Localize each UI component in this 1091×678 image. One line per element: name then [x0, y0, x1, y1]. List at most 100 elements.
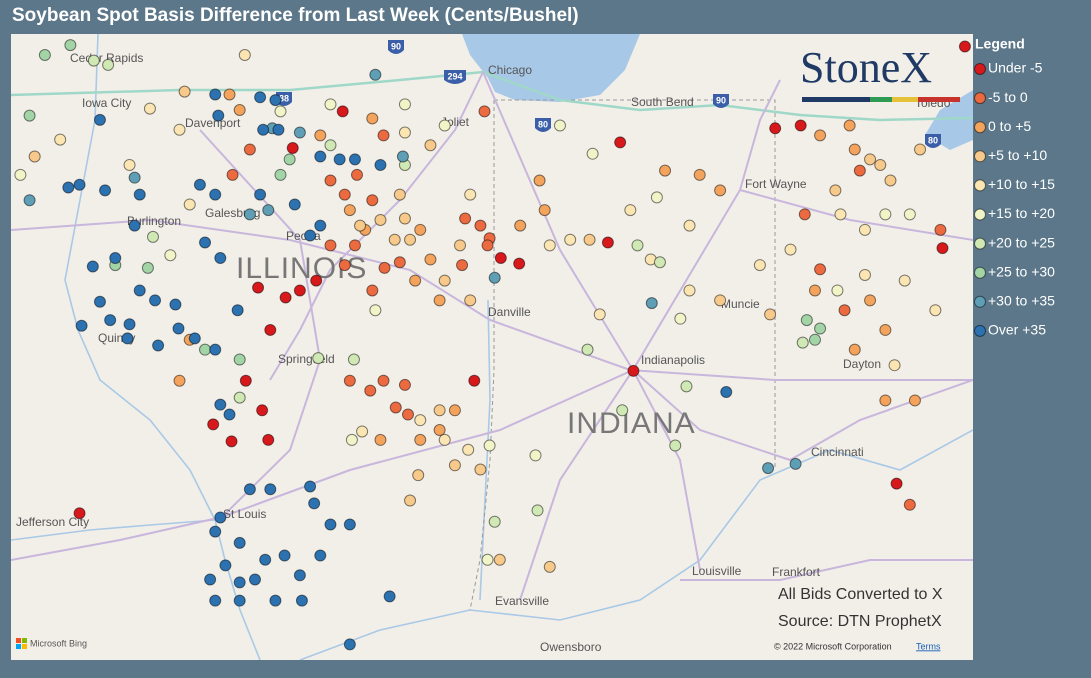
- bid-point: [223, 408, 236, 421]
- bid-point: [272, 123, 285, 136]
- legend-label: +10 to +15: [988, 176, 1055, 192]
- map: Cedar Rapids Iowa City Davenport Burling…: [11, 34, 973, 660]
- bid-point: [128, 171, 141, 184]
- river: [11, 519, 216, 541]
- bid-point: [674, 312, 687, 325]
- bid-point: [223, 88, 236, 101]
- road: [680, 559, 973, 581]
- bid-point: [293, 569, 306, 582]
- bid-point: [93, 113, 106, 126]
- bid-point: [212, 109, 225, 122]
- bid-point: [874, 158, 887, 171]
- bid-point: [75, 319, 88, 332]
- legend-label: +30 to +35: [988, 293, 1055, 309]
- bid-point: [324, 239, 337, 252]
- bid-point: [564, 233, 577, 246]
- bid-point: [274, 168, 287, 181]
- state-border: [494, 99, 776, 470]
- bid-point: [152, 339, 165, 352]
- bid-point: [398, 126, 411, 139]
- bid-point: [262, 204, 275, 217]
- bid-point: [631, 239, 644, 252]
- highway: [11, 70, 973, 122]
- shield-number: 90: [391, 41, 401, 51]
- bid-point: [73, 507, 86, 520]
- bid-point: [314, 219, 327, 232]
- note: All Bids Converted to X: [778, 586, 943, 603]
- bid-point: [149, 294, 162, 307]
- bid-point: [274, 105, 287, 118]
- bid-point: [814, 322, 827, 335]
- bid-point: [259, 553, 272, 566]
- bid-point: [264, 483, 277, 496]
- shield-number: 80: [538, 119, 548, 129]
- bid-point: [903, 498, 916, 511]
- bid-point: [396, 150, 409, 163]
- bid-point: [333, 153, 346, 166]
- bid-point: [538, 204, 551, 217]
- bid-point: [814, 263, 827, 276]
- bid-point: [324, 174, 337, 187]
- legend-label: +5 to +10: [988, 147, 1047, 163]
- legend-swatch: [974, 150, 986, 163]
- legend-swatch: [974, 179, 986, 192]
- bid-point: [393, 256, 406, 269]
- bid-point: [409, 274, 422, 287]
- bid-point: [109, 252, 122, 265]
- bid-points: [14, 39, 971, 651]
- bid-point: [468, 374, 481, 387]
- lake-michigan: [462, 34, 640, 102]
- bid-point: [533, 174, 546, 187]
- logo-bar: [802, 97, 870, 102]
- bid-point: [209, 343, 222, 356]
- legend-swatch: [974, 121, 986, 134]
- bid-point: [209, 594, 222, 607]
- terms-link[interactable]: Terms: [916, 641, 941, 651]
- bid-point: [808, 284, 821, 297]
- bid-point: [102, 58, 115, 71]
- bid-point: [488, 515, 501, 528]
- bid-point: [800, 314, 813, 327]
- legend: Under -5 -5 to 0 0 to +5 +5 to +10 +10 to +1…: [974, 60, 1055, 338]
- bid-point: [324, 518, 337, 531]
- bid-point: [864, 153, 877, 166]
- bid-point: [264, 323, 277, 336]
- legend-label: +15 to +20: [988, 205, 1055, 221]
- bid-point: [531, 504, 544, 517]
- bid-point: [343, 204, 356, 217]
- bid-point: [424, 253, 437, 266]
- bid-point: [366, 112, 379, 125]
- place-label: Iowa City: [82, 96, 131, 110]
- bid-point: [279, 291, 292, 304]
- bid-point: [128, 219, 141, 232]
- road: [11, 218, 973, 381]
- bid-point: [481, 553, 494, 566]
- legend-swatch: [974, 92, 986, 105]
- road: [632, 369, 973, 462]
- place-label: Owensboro: [540, 640, 602, 654]
- bid-point: [283, 153, 296, 166]
- bid-point: [829, 184, 842, 197]
- map-background: [11, 34, 973, 660]
- bid-point: [256, 404, 269, 417]
- bid-point: [762, 462, 775, 475]
- bid-point: [87, 54, 100, 67]
- legend-swatch: [974, 63, 986, 75]
- bid-point: [448, 404, 461, 417]
- highway-shield: 90: [713, 94, 729, 108]
- legend-label: Over +35: [988, 322, 1046, 338]
- bid-point: [354, 219, 367, 232]
- bid-point: [454, 239, 467, 252]
- bid-point: [683, 284, 696, 297]
- bid-point: [884, 174, 897, 187]
- bid-point: [374, 158, 387, 171]
- bid-point: [23, 109, 36, 122]
- bid-point: [188, 332, 201, 345]
- bid-point: [141, 261, 154, 274]
- logo-bar: [870, 97, 892, 102]
- bid-point: [433, 424, 446, 437]
- bid-point: [879, 208, 892, 221]
- bid-point: [914, 143, 927, 156]
- bid-point: [908, 394, 921, 407]
- legend-swatch: [974, 237, 986, 250]
